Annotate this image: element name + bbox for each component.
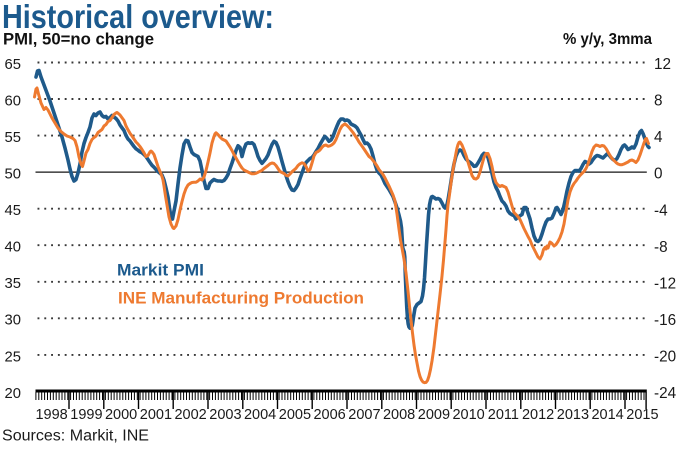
- svg-text:60: 60: [5, 94, 21, 110]
- svg-text:Markit PMI: Markit PMI: [117, 261, 204, 280]
- svg-text:2011: 2011: [488, 407, 519, 423]
- svg-text:-4: -4: [654, 202, 668, 219]
- svg-text:65: 65: [5, 57, 21, 73]
- svg-text:2000: 2000: [105, 407, 137, 423]
- svg-text:2003: 2003: [209, 407, 241, 423]
- svg-text:Sources: Markit, INE: Sources: Markit, INE: [2, 428, 149, 445]
- svg-text:2010: 2010: [452, 407, 484, 423]
- svg-text:12: 12: [654, 56, 671, 73]
- svg-text:2014: 2014: [591, 407, 623, 423]
- svg-text:20: 20: [5, 386, 21, 402]
- svg-text:35: 35: [5, 276, 21, 292]
- svg-text:2008: 2008: [383, 407, 415, 423]
- svg-text:2013: 2013: [557, 407, 589, 423]
- svg-text:-20: -20: [654, 349, 676, 366]
- svg-text:2012: 2012: [522, 407, 554, 423]
- svg-text:4: 4: [654, 129, 663, 146]
- svg-text:2009: 2009: [418, 407, 450, 423]
- svg-text:30: 30: [5, 313, 21, 329]
- svg-text:0: 0: [654, 166, 663, 183]
- svg-text:8: 8: [654, 93, 663, 110]
- svg-text:25: 25: [5, 349, 21, 365]
- svg-text:PMI, 50=no change: PMI, 50=no change: [3, 31, 154, 49]
- svg-text:1999: 1999: [70, 407, 102, 423]
- svg-text:55: 55: [5, 130, 21, 146]
- svg-text:2001: 2001: [140, 407, 172, 423]
- svg-text:INE Manufacturing Production: INE Manufacturing Production: [118, 289, 364, 308]
- svg-text:40: 40: [5, 240, 21, 256]
- svg-text:2005: 2005: [279, 407, 311, 423]
- svg-text:-12: -12: [654, 275, 676, 292]
- svg-text:-8: -8: [654, 239, 668, 256]
- svg-text:-16: -16: [654, 312, 676, 329]
- svg-text:-24: -24: [654, 385, 677, 402]
- svg-text:2015: 2015: [626, 407, 658, 423]
- svg-text:45: 45: [5, 203, 21, 219]
- svg-text:2007: 2007: [348, 407, 380, 423]
- svg-text:2002: 2002: [174, 407, 206, 423]
- svg-text:Historical overview:: Historical overview:: [2, 0, 274, 35]
- svg-text:50: 50: [5, 167, 21, 183]
- svg-text:2006: 2006: [313, 407, 345, 423]
- svg-text:1998: 1998: [35, 407, 67, 423]
- svg-text:% y/y, 3mma: % y/y, 3mma: [563, 31, 652, 48]
- svg-text:2004: 2004: [244, 407, 276, 423]
